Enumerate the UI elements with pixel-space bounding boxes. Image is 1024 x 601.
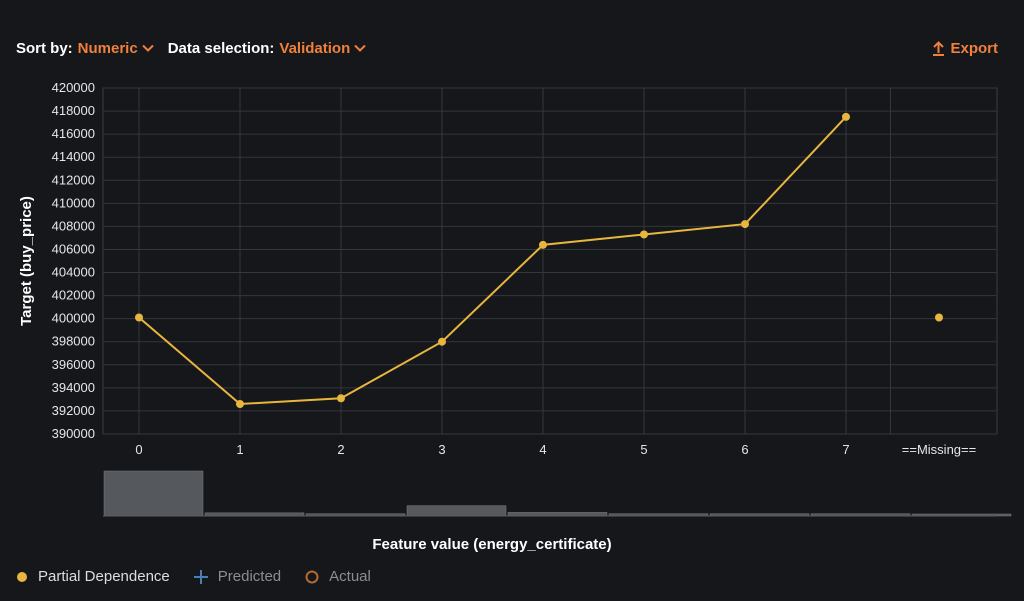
histogram-bar: [103, 470, 204, 517]
y-tick-label: 392000: [52, 403, 95, 418]
axis-labels: 390000 392000 394000 396000 398000 400000 4020…: [18, 80, 976, 553]
data-point[interactable]: [741, 220, 749, 229]
data-point[interactable]: [539, 240, 547, 249]
data-selection-value: Validation: [279, 39, 351, 57]
x-tick-label: 2: [337, 442, 344, 457]
x-tick-label: 1: [236, 442, 243, 457]
export-label: Export: [950, 39, 998, 57]
chevron-down-icon: [354, 44, 366, 52]
histogram-bar: [406, 505, 507, 517]
sort-dropdown[interactable]: Sort by: Numeric: [16, 40, 168, 57]
legend-partial-dependence[interactable]: Partial Dependence: [16, 568, 170, 585]
y-tick-label: 412000: [52, 172, 95, 187]
x-tick-label: ==Missing==: [902, 442, 976, 457]
y-tick-label: 416000: [52, 126, 95, 141]
y-axis-title: Target (buy_price): [18, 196, 35, 326]
y-tick-label: 406000: [52, 241, 95, 256]
grid: [102, 87, 998, 435]
y-tick-label: 410000: [52, 195, 95, 210]
data-point[interactable]: [236, 400, 244, 409]
data-point[interactable]: [438, 337, 446, 346]
x-tick-label: 3: [438, 442, 445, 457]
data-point[interactable]: [640, 230, 648, 239]
x-tick-label: 5: [640, 442, 647, 457]
plus-icon: [193, 569, 208, 584]
y-tick-label: 390000: [52, 426, 95, 441]
legend-label-actual: Actual: [329, 568, 371, 585]
data-selection-label: Data selection:: [167, 39, 275, 57]
x-tick-label: 7: [842, 442, 849, 457]
x-tick-label: 6: [741, 442, 748, 457]
legend-actual[interactable]: Actual: [305, 568, 371, 585]
histogram: [103, 470, 1012, 517]
data-point[interactable]: [135, 313, 143, 322]
y-tick-label: 418000: [52, 103, 95, 118]
x-tick-label: 4: [539, 442, 546, 457]
legend: Partial Dependence Predicted Actual: [16, 568, 395, 585]
x-axis-title: Feature value (energy_certificate): [372, 536, 611, 553]
toolbar: Sort by: Numeric Data selection: Validat…: [16, 38, 380, 58]
plot-frame: [102, 87, 998, 435]
chevron-down-icon: [141, 44, 154, 52]
y-tick-label: 398000: [52, 334, 95, 349]
series-partial-dependence: [135, 112, 943, 409]
circle-outline-icon: [305, 570, 319, 583]
dot-icon: [17, 571, 27, 582]
data-point[interactable]: [842, 112, 850, 121]
data-point[interactable]: [337, 394, 345, 403]
sort-value: Numeric: [77, 39, 138, 57]
data-point[interactable]: [935, 313, 943, 322]
y-tick-label: 402000: [52, 288, 95, 303]
x-tick-label: 0: [135, 442, 142, 457]
y-tick-label: 404000: [52, 265, 95, 280]
sort-label: Sort by:: [16, 39, 73, 57]
y-tick-label: 394000: [52, 380, 95, 395]
export-button[interactable]: Export: [932, 38, 998, 58]
y-tick-label: 420000: [52, 80, 95, 95]
partial-dependence-line: [138, 116, 847, 406]
y-tick-label: 396000: [52, 357, 95, 372]
legend-predicted[interactable]: Predicted: [193, 568, 282, 585]
y-tick-label: 414000: [52, 149, 95, 164]
y-tick-label: 408000: [52, 218, 95, 233]
data-selection-dropdown[interactable]: Data selection: Validation: [168, 40, 381, 57]
histogram-bar: [507, 512, 608, 517]
upload-icon: [933, 40, 945, 56]
legend-label-partial-dependence: Partial Dependence: [38, 568, 170, 585]
y-tick-label: 400000: [52, 311, 95, 326]
legend-label-predicted: Predicted: [217, 568, 282, 585]
